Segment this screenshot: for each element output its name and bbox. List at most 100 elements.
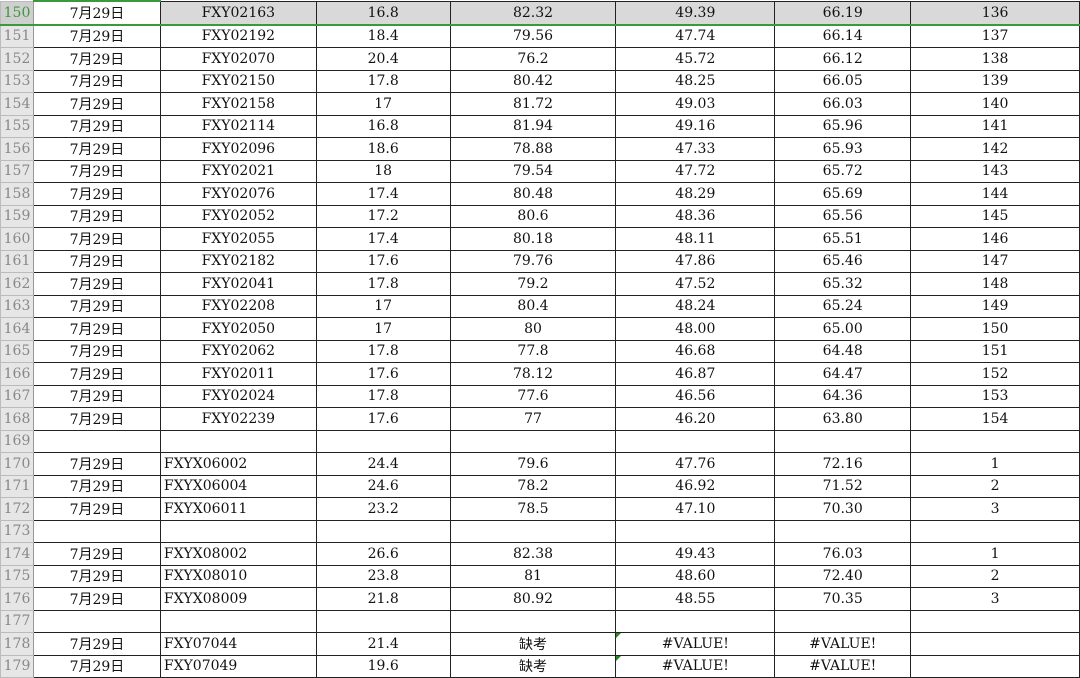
id-cell[interactable]: FXY02192 <box>159 24 317 48</box>
id-cell[interactable]: FXY02041 <box>159 272 317 296</box>
weighted-b-cell[interactable]: 49.03 <box>615 92 776 116</box>
rank-cell[interactable]: 2 <box>910 474 1080 498</box>
id-cell[interactable]: FXY02096 <box>159 137 317 161</box>
rank-cell[interactable] <box>910 654 1080 678</box>
id-cell[interactable]: FXYX08002 <box>159 542 317 566</box>
total-cell[interactable] <box>774 429 912 453</box>
weighted-b-cell[interactable]: 46.87 <box>615 362 776 386</box>
score-b-cell[interactable]: 79.56 <box>449 24 617 48</box>
row-header[interactable]: 179 <box>0 654 34 678</box>
total-cell[interactable]: 65.96 <box>774 114 912 138</box>
score-b-cell[interactable]: 79.2 <box>449 272 617 296</box>
score-a-cell[interactable]: 23.8 <box>315 564 451 588</box>
rank-cell[interactable]: 141 <box>910 114 1080 138</box>
rank-cell[interactable]: 2 <box>910 564 1080 588</box>
weighted-b-cell[interactable]: 47.52 <box>615 272 776 296</box>
rank-cell[interactable]: 148 <box>910 272 1080 296</box>
row-header[interactable]: 177 <box>0 609 34 633</box>
row-header[interactable]: 165 <box>0 339 34 363</box>
score-b-cell[interactable]: 77.6 <box>449 384 617 408</box>
row-header[interactable]: 157 <box>0 159 34 183</box>
score-b-cell[interactable]: 缺考 <box>449 654 617 678</box>
total-cell[interactable]: 65.56 <box>774 204 912 228</box>
rank-cell[interactable]: 1 <box>910 452 1080 476</box>
row-header[interactable]: 166 <box>0 362 34 386</box>
weighted-b-cell[interactable]: 48.29 <box>615 182 776 206</box>
row-header[interactable]: 170 <box>0 452 34 476</box>
score-a-cell[interactable]: 17.6 <box>315 407 451 431</box>
date-cell[interactable]: 7月29日 <box>32 24 161 48</box>
weighted-b-cell[interactable]: 47.86 <box>615 249 776 273</box>
rank-cell[interactable]: 138 <box>910 47 1080 71</box>
score-b-cell[interactable]: 80 <box>449 317 617 341</box>
date-cell[interactable]: 7月29日 <box>32 497 161 521</box>
score-b-cell[interactable] <box>449 609 617 633</box>
score-b-cell[interactable] <box>449 429 617 453</box>
score-a-cell[interactable] <box>315 429 451 453</box>
score-a-cell[interactable]: 20.4 <box>315 47 451 71</box>
date-cell[interactable]: 7月29日 <box>32 69 161 93</box>
total-cell[interactable]: 65.00 <box>774 317 912 341</box>
date-cell[interactable]: 7月29日 <box>32 204 161 228</box>
id-cell[interactable]: FXYX06011 <box>159 497 317 521</box>
weighted-b-cell[interactable]: #VALUE! <box>615 632 776 656</box>
weighted-b-cell[interactable]: #VALUE! <box>615 654 776 678</box>
score-b-cell[interactable]: 缺考 <box>449 632 617 656</box>
weighted-b-cell[interactable]: 48.25 <box>615 69 776 93</box>
score-a-cell[interactable]: 26.6 <box>315 542 451 566</box>
rank-cell[interactable]: 146 <box>910 227 1080 251</box>
total-cell[interactable]: 65.32 <box>774 272 912 296</box>
total-cell[interactable]: 70.35 <box>774 587 912 611</box>
id-cell[interactable]: FXY02076 <box>159 182 317 206</box>
total-cell[interactable]: 71.52 <box>774 474 912 498</box>
score-b-cell[interactable]: 80.6 <box>449 204 617 228</box>
weighted-b-cell[interactable]: 49.43 <box>615 542 776 566</box>
date-cell[interactable]: 7月29日 <box>32 654 161 678</box>
score-a-cell[interactable]: 17.6 <box>315 249 451 273</box>
weighted-b-cell[interactable]: 48.36 <box>615 204 776 228</box>
total-cell[interactable]: #VALUE! <box>774 632 912 656</box>
id-cell[interactable]: FXYX06002 <box>159 452 317 476</box>
total-cell[interactable]: #VALUE! <box>774 654 912 678</box>
id-cell[interactable]: FXY02163 <box>159 0 317 26</box>
score-a-cell[interactable]: 21.4 <box>315 632 451 656</box>
rank-cell[interactable]: 151 <box>910 339 1080 363</box>
score-a-cell[interactable]: 17.8 <box>315 384 451 408</box>
weighted-b-cell[interactable]: 49.16 <box>615 114 776 138</box>
score-b-cell[interactable]: 78.88 <box>449 137 617 161</box>
score-b-cell[interactable]: 78.12 <box>449 362 617 386</box>
id-cell[interactable]: FXY02150 <box>159 69 317 93</box>
date-cell[interactable]: 7月29日 <box>32 407 161 431</box>
score-b-cell[interactable]: 78.5 <box>449 497 617 521</box>
row-header[interactable]: 174 <box>0 542 34 566</box>
total-cell[interactable]: 72.40 <box>774 564 912 588</box>
date-cell[interactable]: 7月29日 <box>32 317 161 341</box>
weighted-b-cell[interactable]: 47.74 <box>615 24 776 48</box>
weighted-b-cell[interactable]: 48.24 <box>615 294 776 318</box>
row-header[interactable]: 154 <box>0 92 34 116</box>
id-cell[interactable]: FXY02239 <box>159 407 317 431</box>
total-cell[interactable]: 66.19 <box>774 0 912 26</box>
date-cell[interactable] <box>32 429 161 453</box>
date-cell[interactable]: 7月29日 <box>32 249 161 273</box>
score-a-cell[interactable]: 17.8 <box>315 339 451 363</box>
score-b-cell[interactable]: 80.18 <box>449 227 617 251</box>
rank-cell[interactable]: 149 <box>910 294 1080 318</box>
date-cell[interactable]: 7月29日 <box>32 137 161 161</box>
rank-cell[interactable]: 150 <box>910 317 1080 341</box>
id-cell[interactable]: FXY02114 <box>159 114 317 138</box>
id-cell[interactable]: FXY02158 <box>159 92 317 116</box>
score-b-cell[interactable]: 77 <box>449 407 617 431</box>
score-b-cell[interactable]: 82.38 <box>449 542 617 566</box>
total-cell[interactable]: 66.05 <box>774 69 912 93</box>
total-cell[interactable]: 65.93 <box>774 137 912 161</box>
date-cell[interactable]: 7月29日 <box>32 452 161 476</box>
score-b-cell[interactable]: 81.94 <box>449 114 617 138</box>
total-cell[interactable]: 65.46 <box>774 249 912 273</box>
total-cell[interactable] <box>774 609 912 633</box>
score-b-cell[interactable]: 80.92 <box>449 587 617 611</box>
weighted-b-cell[interactable]: 47.10 <box>615 497 776 521</box>
date-cell[interactable]: 7月29日 <box>32 182 161 206</box>
total-cell[interactable]: 76.03 <box>774 542 912 566</box>
score-a-cell[interactable] <box>315 519 451 543</box>
